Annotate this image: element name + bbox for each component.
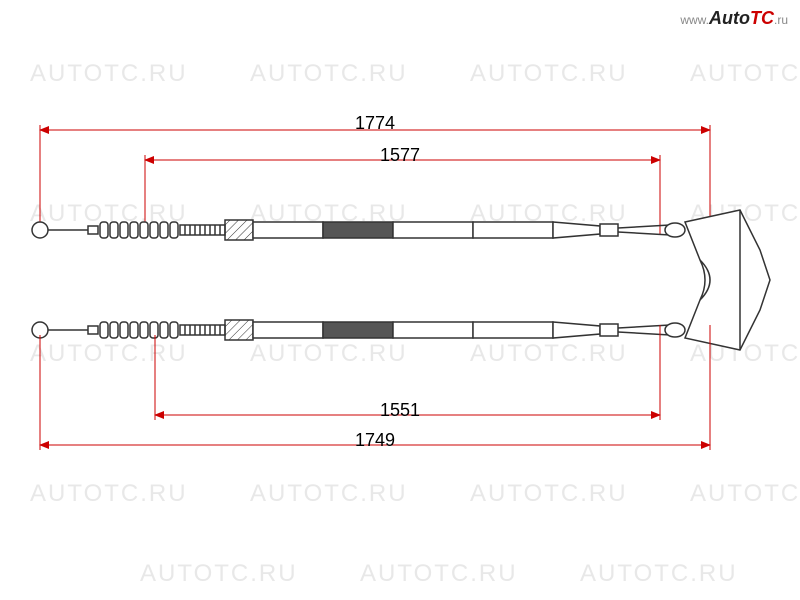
dim-top-outer: 1774 [355, 113, 395, 134]
logo-tc: TC [750, 8, 774, 28]
dim-bottom-outer: 1749 [355, 430, 395, 451]
technical-drawing [0, 0, 800, 600]
logo-ru: .ru [774, 13, 788, 27]
dim-top-inner: 1577 [380, 145, 420, 166]
logo-www: www. [680, 13, 709, 27]
logo-auto: Auto [709, 8, 750, 28]
dim-bottom-inner: 1551 [380, 400, 420, 421]
site-logo: www.AutoTC.ru [680, 8, 788, 29]
